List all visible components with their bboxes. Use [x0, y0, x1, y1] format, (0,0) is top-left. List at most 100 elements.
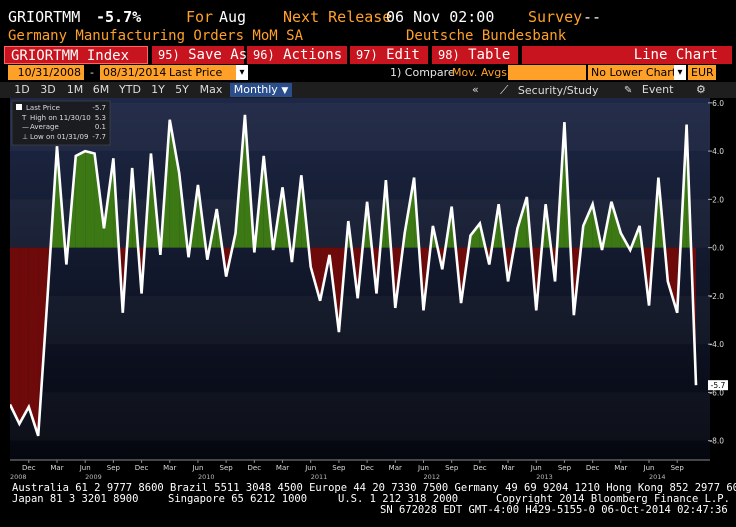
last-value: -5.7% [96, 8, 142, 26]
x-tick-label: Sep [445, 464, 459, 472]
frequency-selector[interactable]: Monthly ▼ [230, 83, 292, 97]
x-tick-label: Sep [558, 464, 572, 472]
y-tick-label: 2.0 [712, 195, 724, 204]
negative-area [28, 247, 39, 436]
edit-button[interactable]: 97) Edit ▼ [350, 46, 440, 64]
grid-band [10, 392, 710, 440]
series-line[interactable] [10, 114, 698, 437]
security-study-button[interactable]: ⟋ Security/Study [500, 83, 599, 97]
x-tick-label: Dec [22, 464, 36, 472]
settings-gear-icon[interactable]: ⚙ [696, 83, 706, 96]
positive-area [517, 196, 527, 248]
range-5y-button[interactable]: 5Y [175, 83, 189, 96]
legend-low-value: -7.7 [92, 133, 106, 141]
x-tick-label: Jun [191, 464, 203, 472]
header-line-1: GRIORTMM -5.7% For Aug Next Release 06 N… [0, 6, 736, 26]
y-tick-label: -8.0 [709, 437, 724, 446]
save-as-number: 95) [158, 48, 180, 62]
x-tick-label: Jun [417, 464, 429, 472]
grid-band [10, 103, 710, 151]
range-6m-button[interactable]: 6M [92, 83, 110, 96]
collapse-button[interactable]: « [472, 83, 479, 96]
security-study-label: Security/Study [517, 84, 599, 97]
for-period: Aug [219, 8, 247, 26]
actions-number: 96) [253, 48, 275, 62]
last-value-label: -5.7 [711, 381, 726, 390]
legend-avg-label: Average [30, 123, 59, 131]
x-tick-label: Sep [220, 464, 234, 472]
save-as-label: Save As [188, 47, 248, 63]
x-tick-label: Dec [586, 464, 600, 472]
date-separator: - [90, 66, 94, 79]
lower-chart-selector[interactable]: No Lower Chart [588, 65, 676, 80]
survey-value: -- [583, 8, 602, 26]
y-tick-label: 4.0 [712, 147, 724, 156]
edit-number: 97) [356, 48, 378, 62]
currency-selector[interactable]: EUR [688, 65, 716, 80]
y-tick-label: 6.0 [712, 99, 724, 108]
field-selector[interactable]: Last Price [166, 65, 236, 80]
range-ytd-button[interactable]: YTD [119, 83, 141, 96]
field-dropdown-icon[interactable]: ▾ [236, 65, 248, 80]
y-tick-label: -2.0 [709, 292, 724, 301]
compare-button[interactable]: 1) Compare [390, 66, 455, 79]
series-group [10, 114, 698, 437]
next-release-value: 06 Nov 02:00 [386, 8, 495, 26]
y-axis: 6.0 4.0 2.0 0.0 -2.0 -4.0 -6.0 -8.0 -5.7 [708, 99, 728, 446]
line-chart[interactable]: 6.0 4.0 2.0 0.0 -2.0 -4.0 -6.0 -8.0 -5.7 Dec Mar J… [0, 98, 736, 483]
frequency-label: Monthly [233, 83, 278, 96]
legend-avg-value: 0.1 [95, 123, 106, 131]
chart-type-button[interactable]: Line Chart [522, 46, 732, 64]
x-tick-label: Mar [389, 464, 402, 472]
range-1y-button[interactable]: 1Y [151, 83, 165, 96]
date-range-bar: 10/31/2008 - 08/31/2014 Last Price ▾ 1) … [0, 65, 736, 80]
start-date-field[interactable]: 10/31/2008 [8, 65, 84, 80]
mov-avgs-button[interactable]: Mov. Avgs [452, 66, 507, 79]
event-icon: ✎ [624, 85, 633, 96]
footer-japan: Japan 81 3 3201 8900 [12, 493, 139, 505]
event-label: Event [641, 83, 674, 96]
table-label: Table [468, 47, 511, 63]
table-button[interactable]: 98) Table [432, 46, 518, 64]
x-tick-label: Jun [79, 464, 91, 472]
range-1m-button[interactable]: 1M [66, 83, 84, 96]
chart-type-label: Line Chart [633, 47, 718, 63]
x-year-label: 2009 [85, 473, 102, 481]
x-axis: Dec Mar Jun Sep Dec Mar Jun Sep Dec Mar Jun Sep Dec M… [10, 459, 710, 481]
y-tick-label: 0.0 [712, 244, 724, 253]
range-max-button[interactable]: Max [199, 83, 223, 96]
legend-avg-marker: — [22, 123, 29, 131]
event-button[interactable]: ✎ Event [624, 83, 673, 97]
survey-label: Survey [528, 8, 583, 26]
x-tick-label: Sep [107, 464, 121, 472]
security-title-field[interactable]: GRIORTMM Index [4, 46, 148, 64]
negative-area [10, 247, 20, 424]
save-as-button[interactable]: 95) Save As [152, 46, 248, 64]
next-release-label: Next Release [283, 8, 392, 26]
x-year-label: 2014 [649, 473, 666, 481]
actions-label: Actions [283, 47, 343, 63]
positive-area [75, 151, 86, 248]
x-tick-label: Jun [530, 464, 542, 472]
x-year-label: 2013 [536, 473, 553, 481]
x-tick-label: Mar [50, 464, 63, 472]
positive-area [470, 223, 480, 248]
footer-contacts-line-1: Australia 61 2 9777 8600 Brazil 5511 304… [12, 482, 736, 494]
last-value-marker [708, 380, 728, 391]
header-line-2: Germany Manufacturing Orders MoM SA Deut… [0, 26, 736, 46]
footer: Australia 61 2 9777 8600 Brazil 5511 304… [0, 483, 736, 527]
negative-area [667, 247, 678, 313]
mov-avgs-field[interactable] [508, 65, 586, 80]
range-1d-button[interactable]: 1D [14, 83, 30, 96]
range-3d-button[interactable]: 3D [40, 83, 56, 96]
x-year-label: 2008 [10, 473, 27, 481]
legend[interactable]: Last Price -5.7 T High on 11/30/10 5.3 —… [11, 100, 111, 146]
end-date-field[interactable]: 08/31/2014 [100, 65, 166, 80]
chart-study-icon: ⟋ [500, 83, 509, 97]
lower-chart-dropdown-icon[interactable]: ▾ [674, 65, 686, 80]
positive-area [85, 151, 95, 248]
legend-low-label: Low on 01/31/09 [30, 133, 88, 141]
x-tick-label: Mar [163, 464, 176, 472]
footer-singapore: Singapore 65 6212 1000 [168, 493, 308, 505]
actions-button[interactable]: 96) Actions ▼ [247, 46, 356, 64]
